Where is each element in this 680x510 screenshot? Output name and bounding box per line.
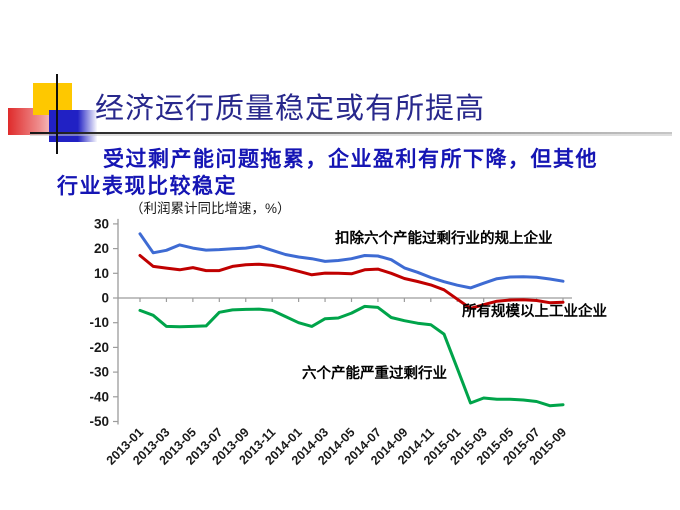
logo-vertical-line [56,74,58,154]
series-label-0: 扣除六个产能过剩行业的规上企业 [335,229,553,247]
y-tick-label: 30 [94,216,109,231]
y-tick-label: 10 [94,266,109,281]
series-label-1: 所有规模以上工业企业 [462,302,607,320]
subtitle-line-2: 行业表现比较稳定 [57,175,237,198]
y-tick-label: -40 [89,389,109,404]
title-underline [30,132,672,134]
chart-note: （利润累计同比增速，%） [130,201,291,216]
slide-title: 经济运行质量稳定或有所提高 [95,93,486,125]
y-tick-label: 20 [94,241,109,256]
series-label-2: 六个产能严重过剩行业 [302,364,447,382]
y-tick-label: -50 [89,414,109,429]
slide-subtitle: 受过剩产能问题拖累，企业盈利有所下降，但其他 行业表现比较稳定 [57,146,657,200]
subtitle-line-1: 受过剩产能问题拖累，企业盈利有所下降，但其他 [103,148,598,171]
y-tick-label: -10 [89,315,109,330]
series-line-1 [138,254,565,310]
y-tick-label: -20 [89,340,109,355]
series-line-2 [138,304,565,408]
y-tick-label: -30 [89,365,109,380]
y-tick-label: 0 [101,291,109,306]
series-line-0 [138,232,565,290]
logo-yellow-square [33,83,72,115]
